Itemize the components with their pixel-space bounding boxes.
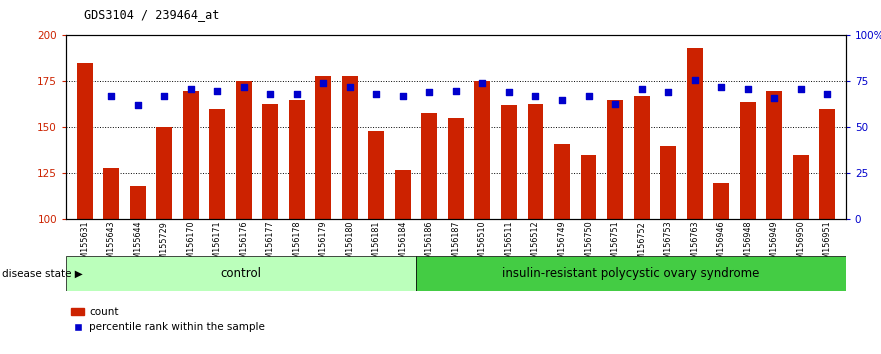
Text: control: control <box>220 267 262 280</box>
Legend: count, percentile rank within the sample: count, percentile rank within the sample <box>71 307 265 332</box>
Point <box>687 77 701 82</box>
Bar <box>633 96 649 219</box>
Bar <box>395 170 411 219</box>
Point <box>448 88 463 93</box>
Bar <box>660 146 676 219</box>
Bar <box>156 127 172 219</box>
Bar <box>416 256 846 291</box>
Point <box>555 97 569 103</box>
Bar <box>77 63 93 219</box>
Point <box>581 93 596 99</box>
Bar <box>210 109 226 219</box>
Point <box>130 103 144 108</box>
Bar <box>554 144 570 219</box>
Point <box>396 93 410 99</box>
Point <box>634 86 648 92</box>
Bar <box>686 48 702 219</box>
Bar <box>236 81 252 219</box>
Bar <box>581 155 596 219</box>
Point <box>290 91 304 97</box>
Point <box>157 93 171 99</box>
Point <box>608 101 622 106</box>
Bar <box>766 91 782 219</box>
Bar <box>368 131 384 219</box>
Bar <box>315 76 331 219</box>
Point <box>422 90 436 95</box>
Bar <box>289 100 305 219</box>
Point <box>237 84 251 90</box>
Bar <box>182 91 199 219</box>
Bar <box>421 113 437 219</box>
Bar <box>528 103 544 219</box>
Point <box>343 84 357 90</box>
Bar <box>607 100 623 219</box>
Bar <box>130 186 145 219</box>
Point <box>316 80 330 86</box>
Bar <box>66 256 416 291</box>
Text: insulin-resistant polycystic ovary syndrome: insulin-resistant polycystic ovary syndr… <box>502 267 759 280</box>
Bar <box>263 103 278 219</box>
Bar <box>501 105 517 219</box>
Point <box>211 88 225 93</box>
Point <box>661 90 675 95</box>
Point <box>104 93 118 99</box>
Point <box>502 90 516 95</box>
Bar <box>819 109 835 219</box>
Point <box>369 91 383 97</box>
Point <box>714 84 729 90</box>
Bar <box>713 183 729 219</box>
Point <box>794 86 808 92</box>
Bar <box>740 102 756 219</box>
Point <box>529 93 543 99</box>
Text: disease state ▶: disease state ▶ <box>2 269 83 279</box>
Text: GDS3104 / 239464_at: GDS3104 / 239464_at <box>84 8 219 21</box>
Point <box>741 86 755 92</box>
Bar <box>342 76 358 219</box>
Bar <box>475 81 491 219</box>
Point <box>263 91 278 97</box>
Point <box>767 95 781 101</box>
Point <box>820 91 834 97</box>
Bar <box>448 118 464 219</box>
Bar <box>103 168 119 219</box>
Bar <box>793 155 809 219</box>
Point <box>183 86 197 92</box>
Point <box>476 80 490 86</box>
